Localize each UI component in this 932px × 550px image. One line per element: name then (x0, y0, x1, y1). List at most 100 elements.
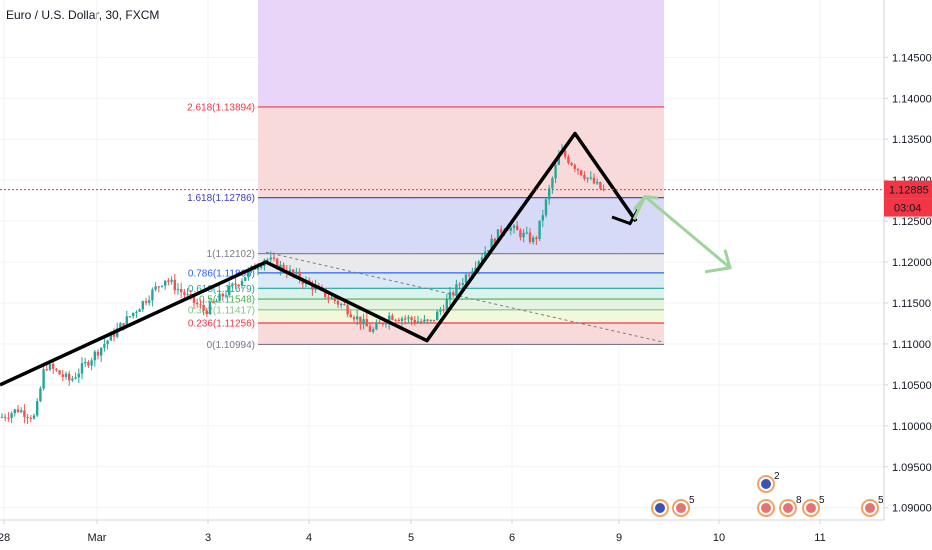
event-marker[interactable]: 5 (672, 495, 695, 517)
event-marker[interactable]: 5 (861, 495, 884, 517)
candle-body (10, 413, 13, 418)
y-tick-label: 1.13500 (892, 134, 932, 146)
fib-zone (258, 309, 664, 323)
candle-body (154, 286, 157, 290)
candle-body (583, 174, 586, 179)
fib-level-label: 0.618(1.11679) (188, 284, 255, 295)
fib-level-label: 2.618(1.13894) (187, 102, 255, 113)
candle-body (407, 317, 410, 319)
candle-body (362, 319, 365, 325)
candle-body (119, 323, 122, 329)
event-count: 5 (689, 495, 695, 506)
candle-body (596, 182, 599, 184)
candle-body (544, 199, 548, 216)
fib-zone (258, 197, 664, 254)
candle-body (445, 299, 448, 311)
candle-body (426, 319, 429, 321)
candle-body (512, 225, 516, 228)
candle-body (468, 274, 471, 276)
y-tick-label: 1.11000 (892, 339, 931, 351)
countdown-value: 03:04 (894, 203, 922, 215)
candle-body (436, 311, 439, 321)
candle-body (592, 177, 596, 184)
candle-body (160, 285, 164, 287)
candle-body (519, 230, 522, 238)
candle-body (381, 322, 384, 325)
event-marker[interactable] (651, 499, 669, 517)
candle-body (215, 300, 218, 303)
candle-body (455, 284, 458, 296)
candle-body (484, 251, 487, 258)
x-axis[interactable]: 28 Mar 3 4 5 6 9 10 11 (0, 519, 884, 544)
candle-body (167, 280, 170, 282)
candle-body (416, 321, 420, 323)
candle-body (74, 377, 77, 379)
fib-level-label: 1.618(1.12786) (187, 193, 255, 204)
projection-arrow-head-up (632, 194, 659, 211)
event-flag-icon (761, 503, 771, 513)
candle-body (247, 270, 250, 278)
y-tick-label: 1.09500 (892, 462, 932, 474)
candle-body (71, 378, 74, 381)
candle-body (356, 316, 359, 320)
candle-body (13, 409, 16, 414)
event-count: 5 (878, 495, 884, 506)
drawings[interactable] (0, 131, 732, 387)
candle-body (343, 303, 346, 306)
candle-body (375, 323, 378, 330)
candle-body (202, 304, 205, 311)
candle-body (80, 363, 84, 374)
candle-body (0, 416, 4, 418)
candle-body (170, 279, 173, 282)
candle-body (106, 340, 109, 345)
candle-body (77, 373, 80, 378)
candle-body (432, 319, 436, 321)
candle-body (525, 232, 528, 234)
candle-body (141, 301, 144, 310)
y-tick-label: 1.11500 (892, 298, 931, 310)
candle-body (221, 293, 224, 297)
candle-body (576, 168, 580, 171)
fib-zone (258, 0, 664, 107)
candle-body (231, 283, 234, 286)
fib-level-label: 0.5(1.11548) (199, 295, 255, 306)
candle-body (400, 318, 404, 321)
event-marker[interactable]: 2 (757, 471, 780, 493)
candle-body (20, 410, 23, 413)
x-tick-label: 9 (616, 532, 622, 544)
event-marker[interactable]: 8 (779, 495, 802, 517)
event-markers[interactable]: 5 2 8 5 5 (651, 471, 884, 517)
candle-body (148, 300, 151, 303)
candle-body (218, 293, 221, 301)
candle-body (135, 311, 138, 313)
event-marker[interactable]: 5 (802, 495, 825, 517)
candle-body (55, 368, 58, 371)
candle-body (100, 347, 103, 356)
y-axis[interactable]: 1.145001.140001.135001.130001.125001.120… (883, 0, 932, 520)
candle-body (122, 323, 125, 328)
candle-body (234, 283, 237, 285)
candle-body (493, 238, 496, 244)
candle-body (372, 329, 375, 332)
candle-body (448, 292, 452, 300)
last-price-badge (884, 180, 932, 199)
candle-body (442, 309, 445, 311)
dashed-trend-line[interactable] (265, 251, 665, 343)
candle-body (567, 156, 570, 163)
candle-body (128, 316, 132, 318)
fib-levels[interactable]: 2.618(1.13894) 1.618(1.12786) 1(1.12102) 0.… (187, 102, 664, 351)
wave-trend-line[interactable] (0, 131, 638, 387)
candle-body (93, 351, 96, 361)
candle-body (410, 317, 413, 321)
candle-body (538, 220, 541, 239)
candle-body (340, 303, 343, 305)
y-tick-label: 1.14000 (892, 93, 932, 105)
candle-body (346, 305, 349, 315)
event-marker[interactable] (757, 499, 775, 517)
candle-body (532, 237, 535, 243)
candle-body (522, 232, 525, 238)
candle-body (461, 283, 464, 285)
candle-body (528, 232, 532, 243)
candle-body (84, 361, 87, 364)
